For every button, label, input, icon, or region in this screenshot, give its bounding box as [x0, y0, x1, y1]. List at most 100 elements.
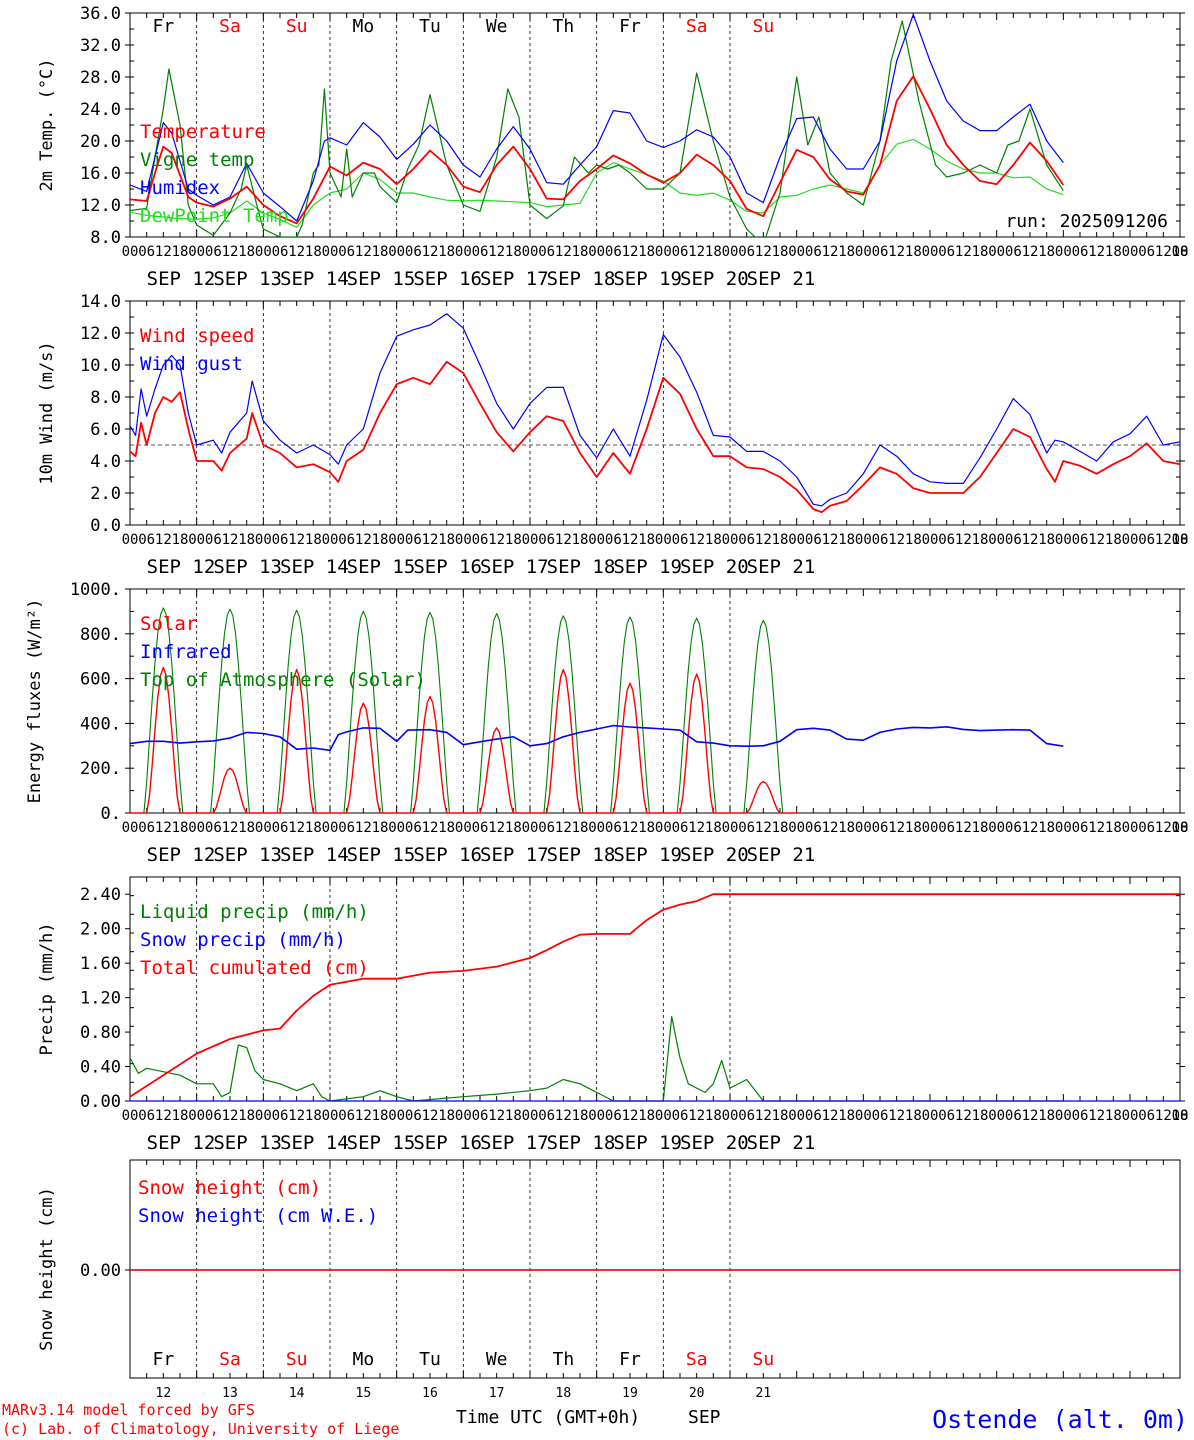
hour-tick-label: 00	[988, 532, 1005, 548]
hour-tick-label: 00	[322, 244, 339, 260]
hour-tick-label: 00	[122, 820, 139, 836]
hour-tick-label: 18	[238, 1108, 255, 1124]
hour-tick-label: 12	[955, 1108, 972, 1124]
hour-tick-label: 00	[855, 244, 872, 260]
hour-tick-label: 18	[1172, 244, 1189, 260]
hour-tick-label: 06	[1138, 1108, 1155, 1124]
plot-frame	[129, 300, 1181, 526]
y-tick-label: 14.0	[80, 292, 121, 312]
hour-tick-label: 06	[738, 244, 755, 260]
hour-tick-label: 12	[422, 1108, 439, 1124]
hour-tick-label: 06	[805, 1108, 822, 1124]
hour-tick-label: 18	[572, 244, 589, 260]
date-label: SEP 18	[547, 844, 616, 866]
hour-tick-label: 12	[355, 820, 372, 836]
date-label: SEP 13	[213, 556, 282, 578]
hour-tick-label: 00	[1122, 820, 1139, 836]
hour-tick-label: 00	[122, 532, 139, 548]
toa-solar-day	[663, 617, 730, 814]
hour-tick-label: 00	[655, 1108, 672, 1124]
hour-tick-label: 06	[538, 820, 555, 836]
hour-tick-label: 12	[622, 1108, 639, 1124]
hour-tick-label: 18	[838, 820, 855, 836]
y-axis-label: 10m Wind (m/s)	[37, 341, 57, 484]
infrared-line	[129, 724, 1064, 752]
hour-tick-label: 00	[655, 244, 672, 260]
y-tick-label: 12.0	[80, 196, 121, 216]
hour-tick-label: 06	[405, 532, 422, 548]
toa-solar-day	[596, 616, 664, 814]
date-label: SEP 17	[480, 844, 549, 866]
date-label: SEP 21	[747, 844, 816, 866]
hour-tick-label: 12	[555, 532, 572, 548]
hour-tick-label: 12	[688, 820, 705, 836]
weekday-label: Th	[552, 1349, 574, 1370]
panel-2: 10m Wind (m/s) 0.0 2.0 4.0 6.0 8.0 10.0 12.0 14.…	[37, 292, 1188, 578]
y-axis-label: Energy fluxes (W/m²)	[25, 599, 45, 804]
hour-tick-label: 18	[638, 532, 655, 548]
date-label: SEP 20	[680, 1132, 749, 1154]
hour-tick-label: 12	[955, 244, 972, 260]
hour-tick-label: 18	[772, 244, 789, 260]
run-label: run: 2025091206	[1005, 211, 1168, 232]
hour-tick-label: 18	[705, 1108, 722, 1124]
hour-tick-label: 00	[388, 820, 405, 836]
hour-tick-label: 06	[1005, 244, 1022, 260]
hour-tick-label: 00	[988, 1108, 1005, 1124]
hour-tick-label: 06	[272, 1108, 289, 1124]
date-label: SEP 18	[547, 1132, 616, 1154]
hour-tick-label: 18	[838, 244, 855, 260]
y-tick-label: 6.0	[90, 420, 121, 440]
hour-tick-label: 12	[155, 244, 172, 260]
hour-tick-label: 12	[888, 1108, 905, 1124]
hour-tick-label: 06	[205, 1108, 222, 1124]
hour-tick-label: 18	[372, 1108, 389, 1124]
hour-tick-label: 18	[1105, 244, 1122, 260]
series-line	[130, 14, 1064, 222]
legend-entry: Wind gust	[140, 353, 243, 375]
weekday-label: Su	[286, 1349, 308, 1370]
hour-tick-label: 06	[138, 1108, 155, 1124]
hour-tick-label: 06	[205, 820, 222, 836]
hour-tick-label: 06	[872, 820, 889, 836]
hour-tick-label: 18	[905, 820, 922, 836]
hour-tick-label: 06	[1005, 532, 1022, 548]
date-label: SEP 17	[480, 556, 549, 578]
hour-tick-label: 06	[272, 820, 289, 836]
hour-tick-label: 12	[1022, 532, 1039, 548]
weekday-label: Fr	[152, 16, 174, 37]
hour-tick-label: 18	[572, 1108, 589, 1124]
y-tick-label: 1.20	[80, 989, 121, 1009]
hour-tick-label: 06	[605, 532, 622, 548]
date-label: SEP 20	[680, 268, 749, 290]
hour-tick-label: 18	[638, 244, 655, 260]
hour-tick-label: 12	[488, 1108, 505, 1124]
hour-tick-label: 18	[1172, 820, 1189, 836]
plot-frame	[129, 12, 1181, 238]
series-line	[130, 75, 1065, 225]
hour-tick-label: 12	[488, 820, 505, 836]
legend-entry: Snow height (cm)	[138, 1177, 321, 1199]
legend-entry: Snow precip (mm/h)	[140, 929, 346, 951]
hour-tick-label: 12	[222, 1108, 239, 1124]
hour-tick-label: 18	[705, 244, 722, 260]
hour-tick-label: 06	[272, 532, 289, 548]
hour-tick-label: 18	[438, 244, 455, 260]
hour-tick-label: 12	[155, 1108, 172, 1124]
hour-tick-label: 12	[1088, 1108, 1105, 1124]
hour-tick-label: 18	[172, 1108, 189, 1124]
hour-tick-label: 18	[305, 820, 322, 836]
x-axis-label: Time UTC (GMT+0h)	[456, 1407, 640, 1428]
hour-tick-label: 00	[255, 1108, 272, 1124]
hour-tick-label: 12	[288, 820, 305, 836]
day-number-label: 16	[422, 1386, 438, 1401]
toa-solar-day	[396, 611, 464, 814]
toa-solar-day	[196, 608, 264, 814]
hour-tick-label: 12	[888, 244, 905, 260]
hour-tick-label: 00	[722, 244, 739, 260]
date-label: SEP 12	[147, 556, 216, 578]
hour-tick-label: 12	[1022, 820, 1039, 836]
day-number-label: 15	[356, 1386, 372, 1401]
hour-tick-label: 06	[205, 244, 222, 260]
hour-tick-label: 18	[572, 532, 589, 548]
